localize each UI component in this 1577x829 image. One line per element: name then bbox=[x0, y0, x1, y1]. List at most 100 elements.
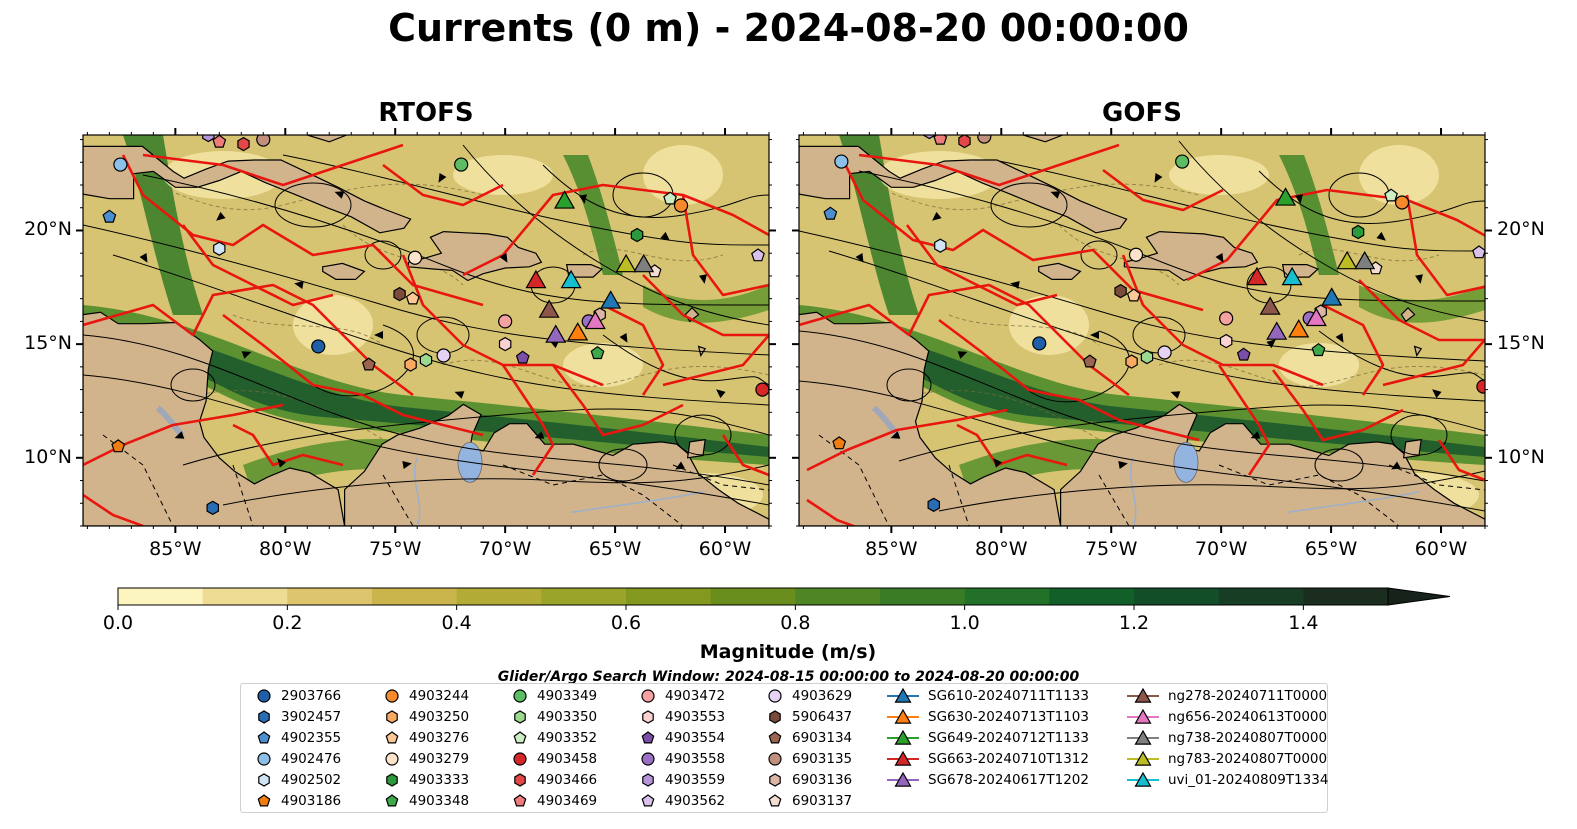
colorbar-segment bbox=[1303, 588, 1389, 605]
legend-label: 4903466 bbox=[537, 772, 598, 788]
legend-marker-icon bbox=[258, 710, 270, 724]
legend-entry: 4903352 bbox=[511, 728, 597, 748]
legend-marker-icon bbox=[769, 773, 781, 787]
legend-marker-icon bbox=[386, 710, 398, 724]
colorbar-label: Magnitude (m/s) bbox=[699, 641, 877, 663]
legend-marker-icon bbox=[769, 710, 781, 724]
colorbar-tick-label: 0.8 bbox=[780, 612, 811, 634]
colorbar-tick-label: 0.2 bbox=[272, 612, 303, 634]
legend-marker-icon bbox=[386, 773, 398, 787]
legend-marker-icon bbox=[385, 731, 399, 744]
legend-entry: SG678-20240617T1202 bbox=[886, 770, 1089, 790]
legend-label: 4903558 bbox=[665, 751, 726, 767]
legend-label: 6903136 bbox=[792, 772, 853, 788]
legend-label: SG678-20240617T1202 bbox=[928, 772, 1089, 788]
legend-entry: 4903558 bbox=[639, 749, 725, 769]
legend-label: 4903553 bbox=[665, 709, 726, 725]
search-window-caption: Glider/Argo Search Window: 2024-08-15 00… bbox=[497, 669, 1080, 685]
colorbar-segment bbox=[710, 588, 796, 605]
legend-entry: 4903559 bbox=[639, 770, 725, 790]
legend-marker-icon bbox=[385, 794, 399, 807]
lon-tick-label: 65°W bbox=[588, 538, 642, 560]
lon-tick-label: 85°W bbox=[149, 538, 202, 560]
legend-marker-icon bbox=[887, 687, 919, 703]
legend-entry: 6903135 bbox=[766, 749, 852, 769]
map-frame bbox=[798, 134, 1486, 527]
legend-entry: 3902457 bbox=[255, 707, 341, 727]
lon-tick-label: 60°W bbox=[698, 538, 752, 560]
lat-tick-label-right: 15°N bbox=[1497, 332, 1545, 355]
legend-label: 4903348 bbox=[409, 793, 470, 809]
legend-marker-icon bbox=[385, 689, 399, 703]
legend-marker-icon bbox=[514, 710, 526, 724]
legend-entry: 4903553 bbox=[639, 707, 725, 727]
lat-tick-label-left: 15°N bbox=[24, 332, 72, 355]
legend-marker-icon bbox=[887, 729, 919, 745]
legend-label: 3902457 bbox=[281, 709, 342, 725]
legend-label: SG663-20240710T1312 bbox=[928, 751, 1089, 767]
colorbar-segment bbox=[372, 588, 458, 605]
lon-tick-label: 75°W bbox=[368, 538, 422, 560]
lon-tick-label: 80°W bbox=[259, 538, 312, 560]
lat-tick-label-left: 10°N bbox=[24, 445, 72, 468]
legend-label: SG630-20240713T1103 bbox=[928, 709, 1089, 725]
map-panel bbox=[76, 128, 776, 533]
legend-marker-icon bbox=[257, 689, 271, 703]
legend-marker-icon bbox=[513, 689, 527, 703]
legend-entry: SG630-20240713T1103 bbox=[886, 707, 1089, 727]
legend-label: 4903276 bbox=[409, 730, 470, 746]
legend-marker-icon bbox=[641, 794, 655, 807]
legend-marker-icon bbox=[257, 752, 271, 766]
lon-tick-label: 80°W bbox=[975, 538, 1028, 560]
legend-entry: 4902355 bbox=[255, 728, 341, 748]
legend-marker-icon bbox=[642, 773, 654, 787]
legend-label: SG610-20240711T1133 bbox=[928, 688, 1089, 704]
legend-marker-icon bbox=[257, 731, 271, 744]
legend-marker-icon bbox=[1127, 729, 1159, 745]
colorbar-segment bbox=[202, 588, 288, 605]
legend-entry: 4903186 bbox=[255, 791, 341, 811]
legend-marker-icon bbox=[513, 752, 527, 766]
legend-label: 4903279 bbox=[409, 751, 470, 767]
colorbar-segment bbox=[1134, 588, 1220, 605]
lat-tick-label-right: 10°N bbox=[1497, 445, 1545, 468]
colorbar-segment bbox=[626, 588, 712, 605]
legend-entry: 4903562 bbox=[639, 791, 725, 811]
lon-tick-label: 70°W bbox=[478, 538, 532, 560]
legend-label: 6903134 bbox=[792, 730, 853, 746]
legend-marker-icon bbox=[1127, 687, 1159, 703]
colorbar-frame bbox=[117, 587, 1389, 606]
colorbar-segment bbox=[118, 588, 204, 605]
colorbar bbox=[117, 587, 1451, 610]
legend-entry: 4903250 bbox=[383, 707, 469, 727]
legend-label: 4903554 bbox=[665, 730, 726, 746]
legend-label: 4903559 bbox=[665, 772, 726, 788]
lon-tick-label: 60°W bbox=[1414, 538, 1468, 560]
legend-marker-icon bbox=[1127, 771, 1159, 787]
legend-marker-icon bbox=[641, 752, 655, 766]
legend-label: 4903562 bbox=[665, 793, 726, 809]
map-panels bbox=[76, 128, 1492, 533]
legend-entry: 4903350 bbox=[511, 707, 597, 727]
legend-marker-icon bbox=[641, 731, 655, 744]
legend-entry: 2903766 bbox=[255, 686, 341, 706]
colorbar-tick-label: 0.0 bbox=[102, 612, 134, 634]
colorbar-tick-label: 1.0 bbox=[949, 612, 980, 634]
panel-title-rtofs: RTOFS bbox=[378, 98, 474, 128]
legend-label: ng278-20240711T0000 bbox=[1168, 688, 1328, 704]
legend-entry: 4903458 bbox=[511, 749, 597, 769]
legend-marker-icon bbox=[513, 731, 527, 744]
legend-entry: SG610-20240711T1133 bbox=[886, 686, 1089, 706]
legend-entry: 6903137 bbox=[766, 791, 852, 811]
colorbar-segment bbox=[1218, 588, 1304, 605]
colorbar-segment bbox=[795, 588, 881, 605]
legend-entry: SG663-20240710T1312 bbox=[886, 749, 1089, 769]
legend-label: 4903244 bbox=[409, 688, 470, 704]
colorbar-extend-arrow bbox=[1387, 587, 1451, 606]
legend-marker-icon bbox=[258, 773, 270, 787]
panel-title-gofs: GOFS bbox=[1102, 98, 1182, 128]
legend-entry: 4903629 bbox=[766, 686, 852, 706]
colorbar-tick-label: 1.2 bbox=[1118, 612, 1150, 634]
legend-label: ng656-20240613T0000 bbox=[1168, 709, 1328, 725]
legend-entry: uvi_01-20240809T1334 bbox=[1126, 770, 1328, 790]
